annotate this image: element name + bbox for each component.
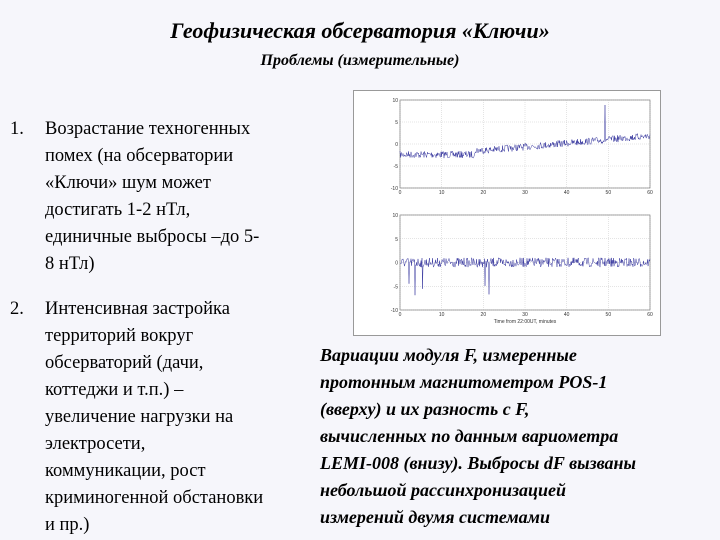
- item-line: 8 нТл): [45, 254, 95, 274]
- x-tick-label: 30: [522, 190, 528, 196]
- x-tick-label: 50: [606, 312, 612, 318]
- caption-line: LEMI-008 (внизу). Выбросы dF вызваны: [320, 453, 637, 473]
- x-tick-label: 0: [399, 190, 402, 196]
- x-tick-label: 60: [647, 312, 653, 318]
- item-line: «Ключи» шум может: [45, 173, 211, 193]
- item-line: территорий вокруг: [45, 326, 194, 346]
- x-tick-label: 40: [564, 312, 570, 318]
- slide-title: Геофизическая обсерватория «Ключи»: [170, 18, 550, 43]
- x-tick-label: 30: [522, 312, 528, 318]
- x-tick-label: 50: [606, 190, 612, 196]
- item-line: и пр.): [45, 515, 90, 535]
- x-tick-label: 10: [439, 190, 445, 196]
- caption-line: протонным магнитометром POS-1: [320, 372, 608, 392]
- item-line: увеличение нагрузки на: [45, 407, 234, 427]
- caption-line: Вариации модуля F, измеренные: [320, 345, 577, 365]
- caption-line: (вверху) и их разность с F,: [320, 399, 530, 419]
- y-tick-label: 10: [392, 98, 398, 104]
- item-line: обсерваторий (дачи,: [45, 353, 204, 373]
- slide-subtitle: Проблемы (измерительные): [260, 52, 460, 69]
- item-line: помех (на обсерватории: [45, 146, 234, 166]
- item-number: 2.: [10, 299, 24, 319]
- x-tick-label: 10: [439, 312, 445, 318]
- bullet-list: 1. Возрастание техногенных помех (на обсер…: [10, 116, 310, 540]
- item-number: 1.: [10, 119, 24, 139]
- signal-trace: [399, 256, 651, 296]
- item-line: Интенсивная застройка: [45, 299, 230, 319]
- caption-line: вычисленных по данным вариометра: [320, 426, 619, 446]
- x-tick-label: 60: [647, 190, 653, 196]
- x-tick-label: 0: [399, 312, 402, 318]
- y-tick-label: 5: [395, 237, 398, 243]
- y-tick-label: 10: [392, 213, 398, 219]
- x-tick-label: 40: [564, 190, 570, 196]
- y-tick-label: 5: [395, 120, 398, 126]
- x-tick-label: 20: [481, 190, 487, 196]
- y-tick-label: 0: [395, 261, 398, 267]
- item-line: коттеджи и т.п.) –: [45, 380, 184, 400]
- caption: Вариации модуля F, измеренные протонным м…: [320, 342, 636, 531]
- list-item: 2. Интенсивная застройка территорий вокруг…: [10, 296, 310, 539]
- item-line: криминогенной обстановки: [45, 488, 264, 508]
- item-line: Возрастание техногенных: [45, 119, 251, 139]
- item-line: единичные выбросы –до 5-: [45, 227, 260, 247]
- item-line: электросети,: [45, 434, 146, 454]
- y-tick-label: 0: [395, 142, 398, 148]
- item-line: достигать 1-2 нТл,: [45, 200, 191, 220]
- caption-line: измерений двумя системами: [320, 507, 550, 527]
- y-tick-label: -10: [391, 308, 398, 314]
- caption-line: небольшой рассинхронизацией: [320, 480, 567, 500]
- y-tick-label: -10: [391, 186, 398, 192]
- x-axis-label: Time from 22:00UT, minutes: [494, 319, 557, 325]
- signal-trace: [399, 104, 651, 159]
- item-line: коммуникации, рост: [45, 461, 206, 481]
- y-tick-label: -5: [394, 164, 399, 170]
- x-tick-label: 20: [481, 312, 487, 318]
- list-item: 1. Возрастание техногенных помех (на обсер…: [10, 116, 310, 278]
- y-tick-label: -5: [394, 284, 399, 290]
